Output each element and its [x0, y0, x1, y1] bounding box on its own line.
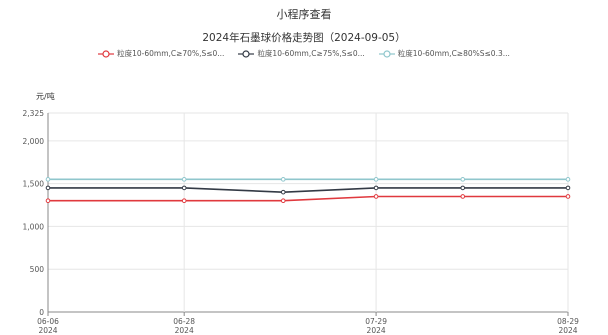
- x-tick-label: 06-06: [37, 317, 59, 326]
- legend-label: 粒度10-60mm,C≥75%,S≤0...: [257, 49, 365, 58]
- x-tick-year-label: 2024: [175, 326, 194, 335]
- legend-marker-icon: [378, 49, 395, 58]
- series-point-1: [45, 198, 51, 204]
- x-tick-year-label: 2024: [367, 326, 386, 335]
- series-point-2: [181, 185, 187, 191]
- legend-item-3[interactable]: 粒度10-60mm,C≥80%S≤0.3...: [378, 48, 510, 59]
- series-point-3: [45, 177, 51, 182]
- legend-item-2[interactable]: 粒度10-60mm,C≥75%,S≤0...: [238, 48, 365, 59]
- page-header-title[interactable]: 小程序查看: [276, 8, 332, 21]
- legend-item-1[interactable]: 粒度10-60mm,C≥70%,S≤0...: [98, 48, 224, 59]
- x-tick-label: 07-29: [365, 317, 387, 326]
- y-tick-label: 2,000: [23, 137, 45, 146]
- series-point-1: [181, 198, 187, 204]
- series-line-2: [48, 187, 568, 194]
- y-tick-label: 1,000: [23, 222, 45, 231]
- y-tick-label: 1,500: [23, 180, 45, 189]
- legend-label: 粒度10-60mm,C≥70%,S≤0...: [117, 49, 225, 58]
- x-tick-year-label: 2024: [558, 326, 577, 335]
- series-point-2: [373, 185, 379, 191]
- series-point-3: [181, 177, 187, 182]
- series-point-3: [280, 177, 286, 182]
- x-tick-year-label: 2024: [38, 326, 57, 335]
- series-point-2: [45, 185, 51, 191]
- series-point-3: [460, 177, 466, 182]
- series-point-1: [460, 194, 466, 199]
- series-point-1: [565, 194, 571, 199]
- y-tick-label: 500: [30, 265, 45, 274]
- series-point-2: [460, 185, 466, 191]
- series-point-3: [565, 177, 571, 182]
- series-point-2: [565, 185, 571, 191]
- x-tick-label: 08-29: [557, 317, 579, 326]
- chart-legend: 粒度10-60mm,C≥70%,S≤0... 粒度10-60mm,C≥75%,S…: [0, 48, 608, 59]
- legend-label: 粒度10-60mm,C≥80%S≤0.3...: [397, 49, 510, 58]
- y-tick-label: 0: [39, 308, 44, 317]
- legend-marker-icon: [98, 49, 115, 58]
- series-point-2: [280, 189, 286, 195]
- y-axis-unit-label: 元/吨: [36, 92, 55, 101]
- series-point-1: [373, 194, 379, 199]
- series-line-1: [48, 195, 568, 202]
- y-tick-label: 2,325: [23, 109, 45, 118]
- chart-title: 2024年石墨球价格走势图（2024-09-05）: [202, 32, 406, 44]
- x-tick-label: 06-28: [173, 317, 195, 326]
- legend-marker-icon: [238, 49, 255, 58]
- series-point-3: [373, 177, 379, 182]
- series-point-1: [280, 198, 286, 204]
